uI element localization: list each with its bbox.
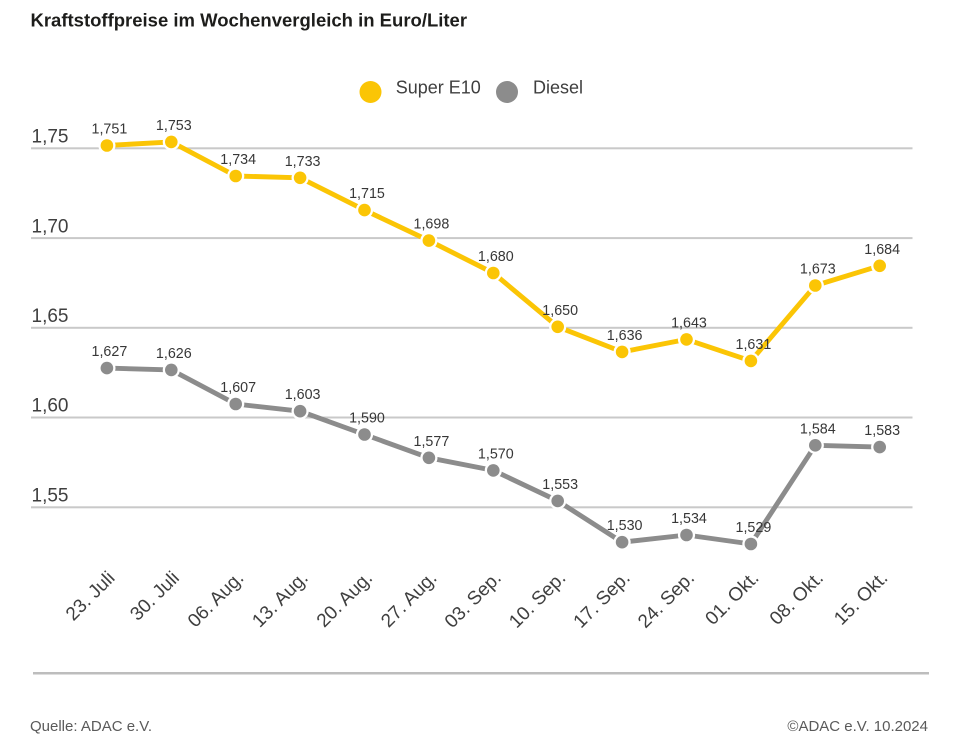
svg-text:1,753: 1,753 (156, 118, 192, 134)
svg-text:1,60: 1,60 (32, 396, 69, 417)
svg-text:1,553: 1,553 (542, 477, 578, 493)
svg-text:1,751: 1,751 (92, 122, 128, 138)
svg-text:1,627: 1,627 (92, 344, 128, 360)
svg-text:1,607: 1,607 (220, 380, 256, 396)
svg-text:24. Sep.: 24. Sep. (634, 568, 699, 633)
svg-text:1,636: 1,636 (607, 328, 643, 344)
svg-text:01. Okt.: 01. Okt. (702, 568, 764, 630)
svg-text:13. Aug.: 13. Aug. (248, 568, 312, 632)
svg-text:1,570: 1,570 (478, 446, 514, 462)
svg-text:08. Okt.: 08. Okt. (766, 568, 828, 630)
svg-text:1,650: 1,650 (542, 303, 578, 319)
svg-text:Quelle: ADAC e.V.: Quelle: ADAC e.V. (30, 718, 152, 735)
svg-text:1,583: 1,583 (864, 423, 900, 439)
svg-text:17. Sep.: 17. Sep. (570, 568, 635, 633)
svg-text:27. Aug.: 27. Aug. (377, 568, 441, 632)
svg-text:1,590: 1,590 (349, 411, 385, 427)
svg-text:1,684: 1,684 (864, 242, 900, 258)
svg-text:23. Juli: 23. Juli (62, 568, 119, 625)
svg-text:03. Sep.: 03. Sep. (441, 568, 506, 633)
svg-text:1,733: 1,733 (285, 154, 321, 170)
svg-text:1,75: 1,75 (32, 127, 69, 148)
svg-text:Super E10: Super E10 (396, 78, 481, 98)
svg-text:©ADAC e.V. 10.2024: ©ADAC e.V. 10.2024 (787, 718, 928, 735)
svg-text:1,529: 1,529 (736, 520, 772, 536)
svg-text:1,631: 1,631 (736, 337, 772, 353)
svg-text:1,55: 1,55 (32, 486, 69, 507)
svg-text:20. Aug.: 20. Aug. (313, 568, 377, 632)
svg-text:1,626: 1,626 (156, 346, 192, 362)
svg-text:1,534: 1,534 (671, 511, 707, 527)
svg-text:15. Okt.: 15. Okt. (830, 568, 892, 630)
svg-text:1,603: 1,603 (285, 387, 321, 403)
svg-text:1,577: 1,577 (414, 434, 450, 450)
svg-text:30. Juli: 30. Juli (126, 568, 183, 625)
svg-text:1,65: 1,65 (32, 306, 69, 327)
svg-text:Diesel: Diesel (533, 78, 583, 98)
svg-text:1,715: 1,715 (349, 186, 385, 202)
svg-text:1,673: 1,673 (800, 262, 836, 278)
svg-text:1,643: 1,643 (671, 315, 707, 331)
svg-text:1,698: 1,698 (414, 217, 450, 233)
svg-text:1,734: 1,734 (220, 152, 256, 168)
svg-text:1,584: 1,584 (800, 421, 836, 437)
svg-text:1,680: 1,680 (478, 249, 514, 265)
svg-text:06. Aug.: 06. Aug. (184, 568, 248, 632)
svg-text:1,530: 1,530 (607, 518, 643, 534)
svg-text:1,70: 1,70 (32, 216, 69, 237)
svg-text:Kraftstoffpreise im Wochenverg: Kraftstoffpreise im Wochenvergleich in E… (31, 10, 468, 31)
svg-text:10. Sep.: 10. Sep. (505, 568, 570, 633)
